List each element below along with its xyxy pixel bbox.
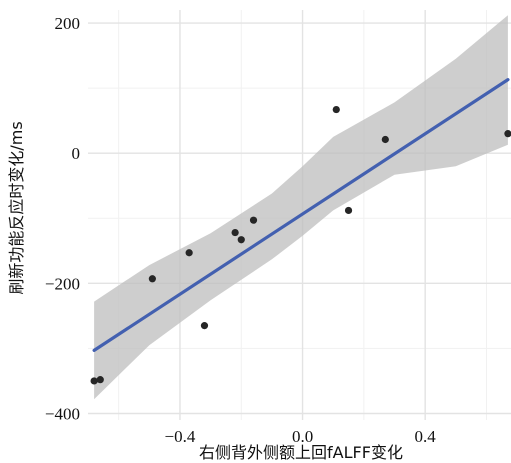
data-point (237, 236, 245, 244)
y-tick-label: −200 (45, 274, 80, 293)
data-point (96, 376, 104, 384)
y-tick-label: −400 (45, 404, 80, 423)
data-point (185, 249, 193, 257)
data-point (200, 322, 209, 330)
data-point (381, 135, 389, 144)
y-axis-label: 刷新功能反应时变化/ms (7, 121, 26, 294)
y-tick-label: 200 (55, 14, 81, 33)
regression-line (92, 78, 510, 352)
data-points (90, 105, 511, 385)
data-point (148, 275, 156, 283)
data-point (344, 206, 353, 215)
data-point (90, 377, 98, 385)
y-tick-labels: −400 −200 0 200 (45, 14, 80, 423)
x-tick-label: −0.4 (165, 427, 196, 446)
y-tick-label: 0 (72, 144, 81, 163)
data-point (249, 216, 258, 224)
x-tick-label: 0.0 (292, 427, 313, 446)
data-point (231, 228, 239, 237)
x-tick-labels: −0.4 0.0 0.4 (165, 427, 437, 446)
data-point (504, 130, 511, 138)
confidence-band (94, 15, 508, 400)
data-point (332, 105, 340, 114)
x-tick-label: 0.4 (415, 427, 437, 446)
x-axis-label: 右侧背外侧额上回fALFF变化 (199, 443, 403, 462)
